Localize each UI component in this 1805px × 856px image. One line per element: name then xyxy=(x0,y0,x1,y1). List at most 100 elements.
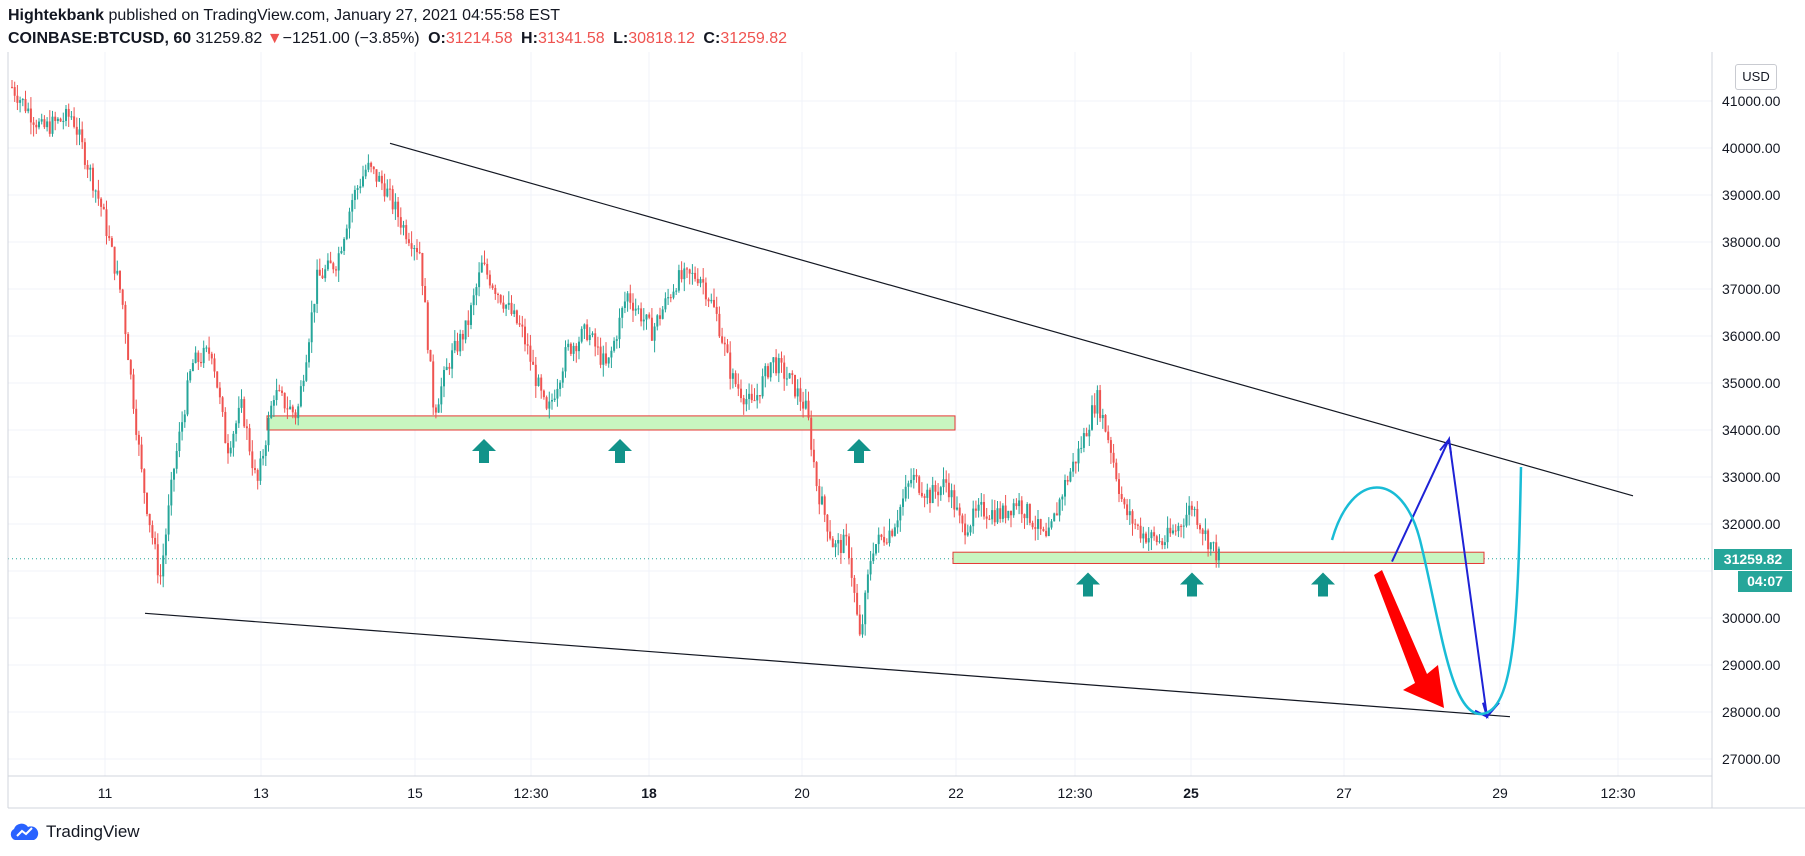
candle-body xyxy=(1072,461,1075,472)
tradingview-logo[interactable]: TradingView xyxy=(8,822,140,842)
candle-body xyxy=(391,189,394,210)
candle-body xyxy=(1147,538,1150,543)
candle-body xyxy=(802,401,805,409)
candle-body xyxy=(227,443,229,454)
candle-body xyxy=(767,366,769,378)
candle-body xyxy=(29,108,32,123)
candle-body xyxy=(788,373,791,379)
candle-body xyxy=(567,343,570,348)
candle-body xyxy=(421,253,424,287)
candle-body xyxy=(16,95,19,103)
candle-body xyxy=(1010,510,1012,516)
candle-body xyxy=(281,390,283,393)
candle-body xyxy=(1077,448,1080,464)
candle-body xyxy=(1123,499,1126,505)
candle-body xyxy=(216,371,219,388)
candle-body xyxy=(205,347,208,349)
candle-body xyxy=(289,406,292,410)
candle-body xyxy=(105,209,108,237)
candle-body xyxy=(883,536,886,543)
candle-body xyxy=(634,308,637,311)
candle-body xyxy=(648,314,651,318)
candle-body xyxy=(432,361,435,408)
candle-body xyxy=(1069,471,1072,482)
candle-body xyxy=(56,118,59,121)
y-tick-label: 32000.00 xyxy=(1722,516,1781,532)
candle-body xyxy=(440,386,443,405)
candle-body xyxy=(164,534,167,556)
candle-body xyxy=(429,349,432,362)
candle-body xyxy=(67,108,70,117)
candle-body xyxy=(1085,433,1088,437)
candle-body xyxy=(837,539,840,544)
symbol-name[interactable]: COINBASE:BTCUSD, 60 xyxy=(8,30,192,47)
candle-body xyxy=(362,176,364,187)
candle-body xyxy=(980,501,983,505)
upper-trendline xyxy=(389,142,1634,497)
candle-body xyxy=(715,306,718,314)
candle-body xyxy=(1031,522,1034,528)
currency-button[interactable]: USD xyxy=(1735,64,1777,90)
candle-body xyxy=(696,278,699,284)
candle-body xyxy=(75,126,78,135)
publisher-name[interactable]: Hightekbank xyxy=(8,7,105,24)
low-value: 30818.12 xyxy=(628,30,695,47)
support-up-arrow-icon xyxy=(472,439,496,463)
candle-body xyxy=(186,380,189,415)
candle-body xyxy=(316,269,319,304)
candle-body xyxy=(313,303,316,313)
candle-body xyxy=(461,333,464,340)
projection-zigzag xyxy=(1391,435,1500,720)
candle-body xyxy=(35,124,38,128)
candle-body xyxy=(416,248,418,253)
candle-body xyxy=(626,293,629,302)
candle-body xyxy=(1045,530,1048,537)
candle-body xyxy=(1001,505,1004,519)
candle-body xyxy=(472,295,475,306)
candle-body xyxy=(548,401,551,409)
candle-body xyxy=(993,510,996,523)
x-tick-label: 22 xyxy=(948,785,964,801)
candle-body xyxy=(551,400,553,402)
candle-body xyxy=(540,377,543,391)
candle-body xyxy=(1182,525,1185,527)
candle-body xyxy=(445,366,448,371)
y-tick-label: 34000.00 xyxy=(1722,422,1781,438)
candle-body xyxy=(297,406,300,419)
candle-body xyxy=(632,302,634,311)
candle-body xyxy=(910,479,913,484)
candle-body xyxy=(413,248,416,250)
candle-body xyxy=(607,357,610,364)
candle-body xyxy=(667,297,670,299)
candle-body xyxy=(942,479,945,488)
candle-body xyxy=(1058,499,1061,516)
candle-body xyxy=(467,320,470,325)
candle-body xyxy=(675,290,678,292)
candlestick-series xyxy=(11,80,1220,638)
candle-body xyxy=(124,304,127,335)
candle-body xyxy=(891,530,894,536)
y-tick-label: 38000.00 xyxy=(1722,234,1781,250)
lower-trendline xyxy=(144,612,1511,718)
candle-body xyxy=(575,345,578,352)
candle-body xyxy=(210,353,213,359)
candle-body xyxy=(1053,513,1056,522)
candle-body xyxy=(208,347,211,354)
candle-body xyxy=(912,474,915,480)
candle-body xyxy=(1023,514,1026,519)
candle-body xyxy=(426,302,429,350)
candle-body xyxy=(480,262,483,273)
candle-body xyxy=(497,293,499,295)
candle-body xyxy=(710,299,713,302)
candle-body xyxy=(86,164,89,170)
candle-body xyxy=(586,324,589,341)
candle-body xyxy=(402,225,405,228)
x-tick-label: 12:30 xyxy=(513,785,548,801)
candle-body xyxy=(699,279,702,284)
candle-body xyxy=(499,294,502,303)
candle-body xyxy=(183,414,186,423)
down-arrow-icon: ▼ xyxy=(266,30,283,47)
candle-body xyxy=(32,122,35,125)
candle-body xyxy=(140,444,143,470)
